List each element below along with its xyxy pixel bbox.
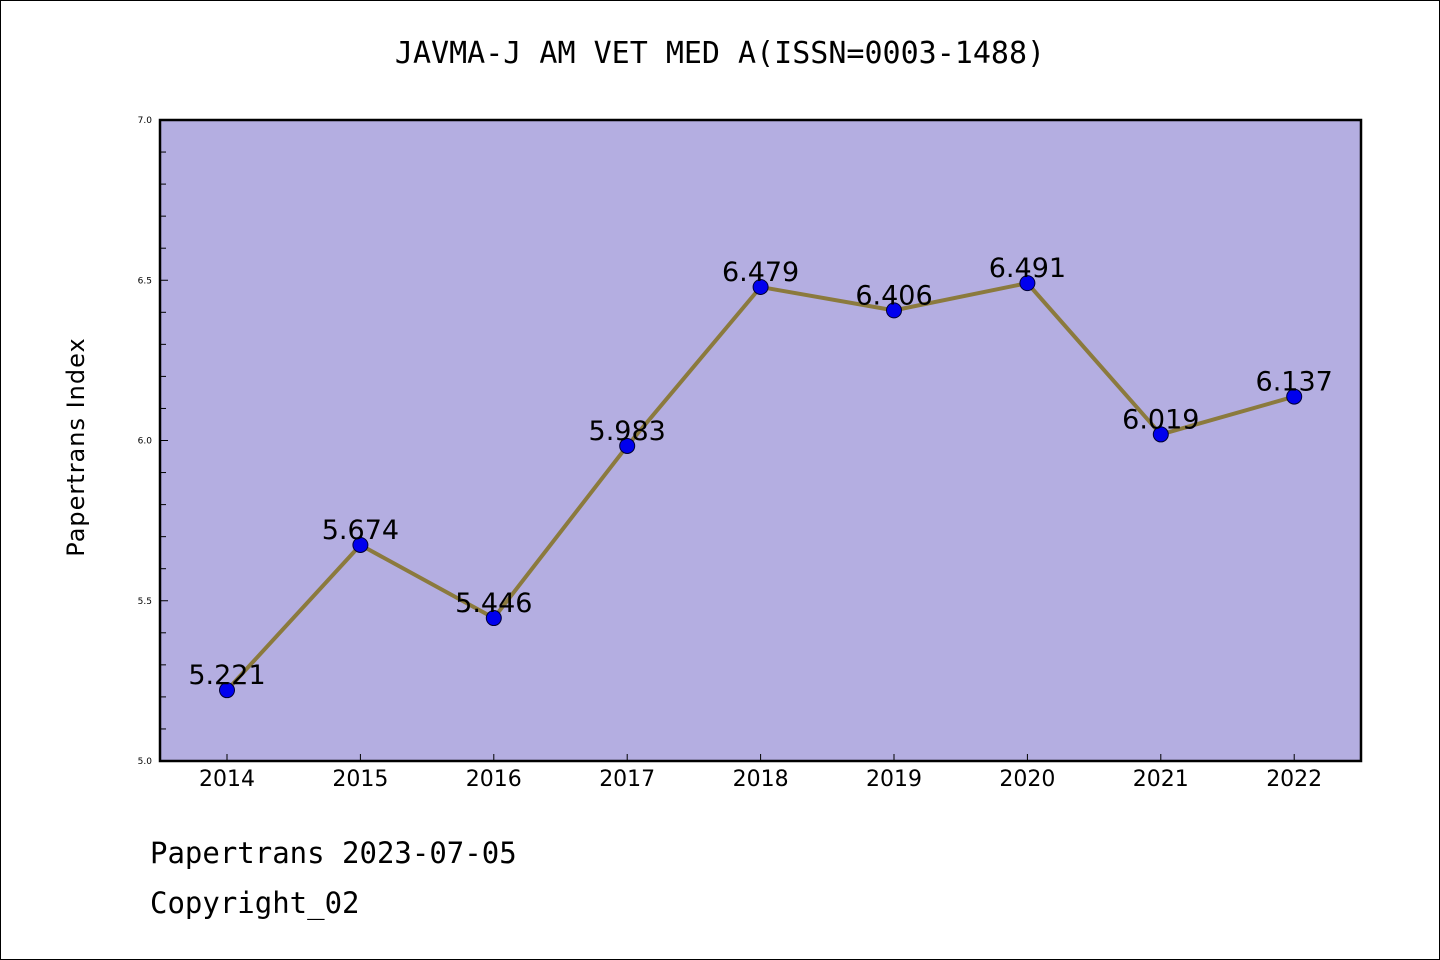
data-point: [752, 278, 769, 295]
x-tick-label: 2020: [999, 767, 1055, 792]
series-line-group: [219, 275, 1303, 699]
chart-title: JAVMA-J AM VET MED A(ISSN=0003-1488): [394, 36, 1046, 71]
x-tick-label: 2022: [1266, 767, 1322, 792]
data-label: 6.019: [1122, 404, 1199, 435]
data-point: [619, 437, 636, 454]
y-axis: 5.0 5.5 6.0 6.5 7.0: [138, 116, 168, 767]
data-point: [886, 302, 902, 319]
y-tick-label: 5.0: [138, 757, 153, 767]
x-tick-label: 2021: [1133, 767, 1189, 792]
y-tick-label: 6.0: [138, 437, 153, 447]
y-tick-label: 6.5: [138, 276, 152, 286]
footer-copyright: Copyright_02: [150, 886, 360, 920]
plot-area: [160, 120, 1361, 761]
y-tick-label: 7.0: [138, 116, 153, 126]
data-label: 5.446: [455, 588, 532, 619]
x-tick-label: 2018: [733, 767, 789, 792]
x-tick-label: 2016: [466, 767, 522, 792]
data-label: 6.479: [722, 257, 799, 288]
data-point: [1286, 388, 1303, 405]
data-label: 6.491: [989, 253, 1066, 284]
y-tick-label: 5.5: [138, 597, 152, 607]
x-axis: 2014 2015 2016 2017 2018 2019 2020 2021 2022: [199, 754, 1322, 792]
data-point: [219, 682, 235, 699]
data-point: [1152, 426, 1169, 443]
data-label: 6.406: [855, 280, 932, 311]
data-point: [1019, 275, 1036, 292]
data-label: 6.137: [1256, 367, 1333, 398]
footer-date: Papertrans 2023-07-05: [150, 836, 517, 870]
x-tick-label: 2019: [866, 767, 922, 792]
x-tick-label: 2014: [199, 767, 255, 792]
data-label: 5.221: [188, 660, 265, 691]
x-tick-label: 2017: [599, 767, 655, 792]
data-label: 5.674: [322, 515, 399, 546]
data-point: [352, 536, 369, 553]
x-tick-label: 2015: [332, 767, 388, 792]
data-label: 5.983: [589, 416, 666, 447]
data-label-group: 5.221 5.674 5.446 5.983 6.479 6.406 6.491 6.019…: [188, 253, 1332, 691]
y-axis-label: Papertrans Index: [62, 337, 90, 556]
plot-border: [158, 118, 1363, 763]
data-point: [485, 610, 502, 627]
